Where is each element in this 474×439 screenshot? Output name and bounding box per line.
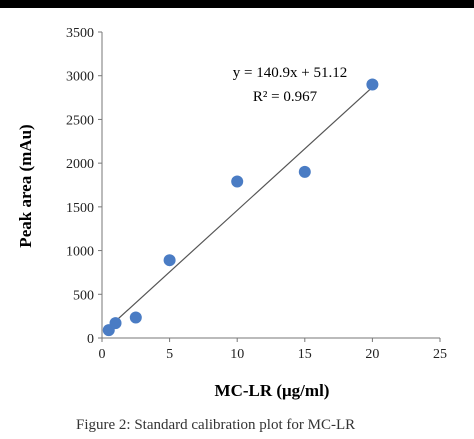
y-tick-label: 2500 bbox=[66, 113, 94, 128]
data-point bbox=[163, 254, 176, 267]
x-axis-title: MC-LR (μg/ml) bbox=[215, 381, 330, 400]
trendline bbox=[108, 86, 373, 328]
y-tick-label: 500 bbox=[73, 288, 94, 303]
tick-labels: 0 500 1000 1500 2000 2500 3000 3500 0 5 10 15 20 25 bbox=[66, 26, 447, 362]
x-tick-label: 15 bbox=[298, 347, 312, 362]
r-squared-annotation: R² = 0.967 bbox=[253, 89, 318, 105]
axes bbox=[98, 31, 441, 342]
data-points bbox=[102, 78, 379, 337]
x-tick-label: 10 bbox=[230, 347, 244, 362]
x-tick-label: 5 bbox=[166, 347, 173, 362]
data-point bbox=[366, 78, 379, 91]
y-tick-label: 1500 bbox=[66, 201, 94, 216]
top-border bbox=[0, 0, 474, 8]
data-point bbox=[298, 165, 311, 178]
data-point bbox=[109, 317, 122, 330]
y-tick-label: 0 bbox=[87, 332, 94, 347]
x-tick-label: 0 bbox=[99, 347, 106, 362]
x-tick-label: 20 bbox=[365, 347, 379, 362]
data-point bbox=[231, 175, 244, 188]
data-point bbox=[129, 311, 142, 324]
y-tick-label: 2000 bbox=[66, 157, 94, 172]
y-tick-label: 3500 bbox=[66, 26, 94, 41]
figure-caption: Figure 2: Standard calibration plot for … bbox=[76, 417, 356, 433]
trendline-line bbox=[108, 86, 373, 328]
y-tick-label: 3000 bbox=[66, 70, 94, 85]
y-tick-label: 1000 bbox=[66, 245, 94, 260]
x-tick-label: 25 bbox=[433, 347, 447, 362]
y-axis-title: Peak area (mAu) bbox=[16, 124, 35, 247]
equation-annotation: y = 140.9x + 51.12 bbox=[233, 65, 347, 81]
